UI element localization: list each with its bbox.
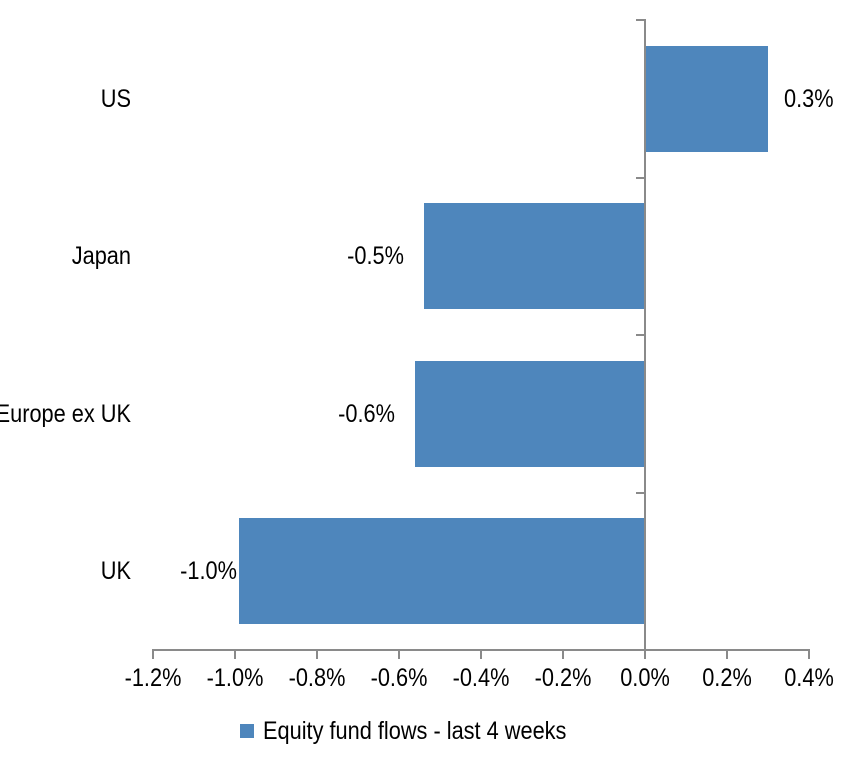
bar-us bbox=[646, 46, 768, 152]
x-axis-tick bbox=[234, 651, 236, 659]
x-axis-tick bbox=[644, 651, 646, 659]
x-tick-label: -0.2% bbox=[534, 664, 592, 692]
x-axis-tick bbox=[808, 651, 810, 659]
data-label-europe-ex-uk: -0.6% bbox=[338, 400, 395, 428]
bar-europe-ex-uk bbox=[415, 361, 644, 467]
legend-label: Equity fund flows - last 4 weeks bbox=[263, 717, 567, 745]
x-axis-tick bbox=[316, 651, 318, 659]
category-tick bbox=[636, 176, 644, 179]
x-tick-label: -1.0% bbox=[206, 664, 264, 692]
category-label-us: US bbox=[100, 85, 131, 113]
legend: Equity fund flows - last 4 weeks bbox=[0, 718, 852, 744]
data-label-us: 0.3% bbox=[784, 85, 834, 113]
x-axis-line bbox=[152, 649, 810, 651]
x-axis-tick bbox=[398, 651, 400, 659]
x-tick-label: -0.8% bbox=[288, 664, 346, 692]
data-label-japan: -0.5% bbox=[347, 242, 404, 270]
data-label-uk: -1.0% bbox=[180, 557, 237, 585]
x-axis-tick bbox=[562, 651, 564, 659]
x-axis-tick bbox=[152, 651, 154, 659]
category-tick bbox=[636, 334, 644, 336]
category-label-uk: UK bbox=[100, 557, 131, 585]
x-tick-label: 0.4% bbox=[784, 664, 834, 692]
zero-axis-line bbox=[644, 19, 646, 650]
category-tick bbox=[636, 491, 644, 494]
bar-uk bbox=[239, 518, 644, 624]
x-axis-tick bbox=[480, 651, 482, 659]
x-tick-label: -0.4% bbox=[452, 664, 510, 692]
category-label-japan: Japan bbox=[71, 242, 131, 270]
x-tick-label: -1.2% bbox=[124, 664, 182, 692]
x-tick-label: 0.2% bbox=[702, 664, 752, 692]
x-tick-label: -0.6% bbox=[370, 664, 428, 692]
x-tick-label: 0.0% bbox=[620, 664, 670, 692]
category-tick bbox=[636, 19, 644, 21]
x-axis-tick bbox=[726, 651, 728, 659]
category-label-europe-ex-uk: Europe ex UK bbox=[0, 400, 132, 428]
legend-square-icon bbox=[240, 724, 255, 738]
bar-japan bbox=[424, 203, 644, 309]
